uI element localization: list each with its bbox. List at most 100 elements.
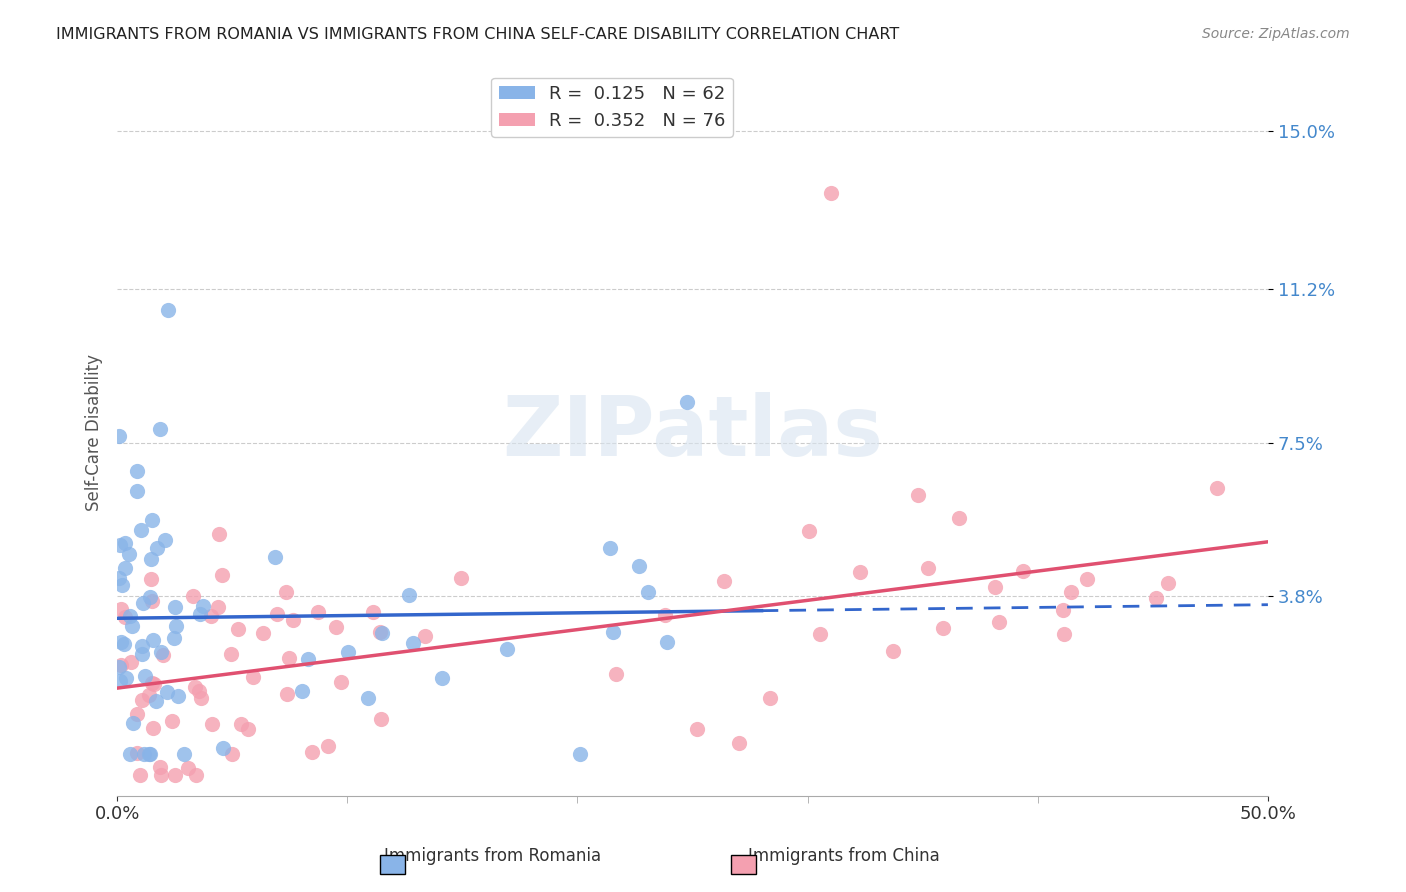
Immigrants from Romania: [655, 635, 678, 649]
Immigrants from China: [141, 594, 163, 608]
Immigrants from China: [110, 657, 132, 672]
Immigrants from Romania: [167, 689, 190, 703]
Immigrants from Romania: [138, 747, 160, 762]
Immigrants from China: [128, 768, 150, 782]
Immigrants from China: [728, 736, 751, 750]
Immigrants from China: [1012, 565, 1035, 579]
Immigrants from Romania: [402, 636, 425, 650]
Immigrants from China: [252, 626, 274, 640]
Immigrants from China: [301, 745, 323, 759]
Immigrants from Romania: [129, 524, 152, 538]
Immigrants from Romania: [599, 541, 621, 555]
Immigrants from Romania: [150, 645, 173, 659]
Immigrants from Romania: [155, 685, 177, 699]
Immigrants from Romania: [115, 671, 138, 685]
Y-axis label: Self-Care Disability: Self-Care Disability: [86, 353, 103, 510]
Immigrants from Romania: [110, 635, 132, 649]
Immigrants from Romania: [146, 541, 169, 555]
Immigrants from China: [163, 768, 186, 782]
Legend: R =  0.125   N = 62, R =  0.352   N = 76: R = 0.125 N = 62, R = 0.352 N = 76: [491, 78, 733, 137]
Immigrants from Romania: [628, 558, 651, 573]
Immigrants from China: [849, 565, 872, 579]
Immigrants from China: [114, 610, 136, 624]
Immigrants from Romania: [120, 747, 142, 762]
Immigrants from Romania: [141, 551, 163, 566]
Immigrants from China: [149, 760, 172, 774]
Immigrants from Romania: [127, 464, 149, 478]
Immigrants from China: [654, 607, 676, 622]
Immigrants from China: [190, 691, 212, 706]
Immigrants from China: [325, 620, 347, 634]
Immigrants from Romania: [173, 747, 195, 762]
Immigrants from China: [368, 625, 391, 640]
Immigrants from China: [797, 524, 820, 539]
Immigrants from Romania: [297, 651, 319, 665]
Immigrants from Romania: [149, 422, 172, 436]
Immigrants from Romania: [398, 588, 420, 602]
Immigrants from Romania: [371, 625, 394, 640]
Immigrants from Romania: [145, 694, 167, 708]
Immigrants from Romania: [108, 429, 131, 443]
Immigrants from China: [188, 683, 211, 698]
Immigrants from China: [361, 605, 384, 619]
Immigrants from China: [413, 629, 436, 643]
Immigrants from China: [152, 648, 174, 662]
Immigrants from China: [686, 722, 709, 736]
Immigrants from Romania: [114, 561, 136, 575]
Immigrants from Romania: [212, 741, 235, 756]
Immigrants from Romania: [568, 747, 591, 762]
Text: ZIPatlas: ZIPatlas: [502, 392, 883, 473]
Immigrants from China: [201, 717, 224, 731]
Immigrants from China: [121, 655, 143, 669]
Immigrants from Romania: [112, 636, 135, 650]
Immigrants from Romania: [141, 513, 163, 527]
Immigrants from China: [1144, 591, 1167, 606]
Immigrants from China: [907, 488, 929, 502]
Immigrants from China: [236, 722, 259, 736]
Text: Source: ZipAtlas.com: Source: ZipAtlas.com: [1202, 27, 1350, 41]
Immigrants from China: [138, 688, 160, 702]
Text: Immigrants from China: Immigrants from China: [748, 847, 939, 865]
Immigrants from China: [139, 572, 162, 586]
Immigrants from China: [219, 647, 242, 661]
Immigrants from Romania: [118, 609, 141, 624]
Immigrants from Romania: [336, 645, 359, 659]
Immigrants from China: [983, 581, 1005, 595]
Immigrants from Romania: [602, 625, 624, 640]
Immigrants from Romania: [264, 549, 287, 564]
Immigrants from China: [200, 609, 222, 624]
Immigrants from China: [1157, 576, 1180, 591]
Immigrants from Romania: [111, 578, 134, 592]
Immigrants from China: [1076, 572, 1098, 586]
Immigrants from Romania: [142, 633, 165, 648]
Immigrants from China: [208, 527, 231, 541]
Immigrants from China: [1060, 585, 1083, 599]
Immigrants from Romania: [108, 571, 131, 585]
Immigrants from China: [605, 667, 627, 681]
Immigrants from China: [1205, 481, 1227, 495]
Immigrants from China: [226, 622, 249, 636]
Immigrants from China: [917, 561, 939, 575]
Immigrants from Romania: [496, 642, 519, 657]
Immigrants from Romania: [165, 619, 187, 633]
Immigrants from Romania: [134, 747, 156, 762]
Immigrants from Romania: [291, 684, 314, 698]
Immigrants from Romania: [131, 596, 153, 610]
Immigrants from China: [184, 680, 207, 694]
Immigrants from China: [808, 626, 831, 640]
Immigrants from China: [276, 585, 298, 599]
Immigrants from China: [307, 605, 329, 619]
Immigrants from Romania: [163, 600, 186, 615]
Immigrants from China: [177, 761, 200, 775]
Immigrants from Romania: [121, 619, 143, 633]
Immigrants from China: [316, 739, 339, 754]
Immigrants from Romania: [108, 660, 131, 674]
Immigrants from Romania: [110, 538, 132, 552]
Immigrants from Romania: [157, 303, 180, 318]
Immigrants from China: [759, 690, 782, 705]
Immigrants from China: [330, 675, 353, 690]
Immigrants from China: [276, 687, 298, 701]
Immigrants from China: [882, 644, 904, 658]
Immigrants from Romania: [131, 639, 153, 653]
Immigrants from China: [150, 768, 173, 782]
